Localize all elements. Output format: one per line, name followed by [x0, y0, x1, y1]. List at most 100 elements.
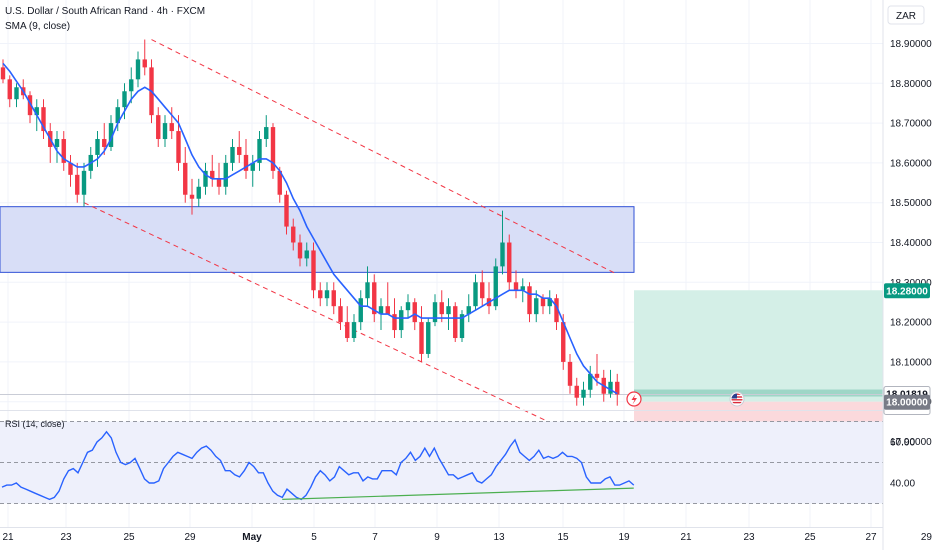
candle [14, 83, 19, 108]
candle [338, 298, 343, 331]
candle [446, 298, 451, 331]
candle [264, 115, 269, 147]
us-flag-event-icon[interactable] [729, 391, 745, 407]
candle [439, 290, 444, 323]
candle [243, 139, 249, 179]
lightning-event-icon[interactable] [626, 391, 642, 407]
candle [41, 99, 46, 140]
candle [162, 115, 168, 147]
time-axis-label: 23 [743, 532, 755, 543]
candle [108, 115, 114, 151]
target-price-badge[interactable]: 18.28000 [884, 283, 930, 299]
candle [527, 282, 532, 323]
candle [581, 381, 586, 406]
target-price-badge-text: 18.28000 [886, 286, 928, 297]
candle [81, 162, 87, 207]
candle [365, 266, 370, 307]
candle [54, 131, 60, 163]
candle [27, 91, 33, 124]
candle [277, 166, 282, 203]
candle [432, 294, 438, 327]
candle [513, 270, 519, 299]
candle [588, 365, 593, 398]
rsi-tick-label: 60.00 [890, 438, 915, 449]
candle [324, 282, 330, 307]
candle [554, 294, 559, 331]
candle [284, 190, 289, 235]
time-axis-label: 7 [372, 532, 378, 543]
candle [237, 131, 242, 163]
price-tick-label: 18.20000 [890, 318, 932, 329]
candle [372, 274, 377, 323]
price-zone-rectangle[interactable] [0, 206, 635, 273]
time-axis-label: 19 [618, 532, 630, 543]
time-axis-label: 25 [123, 532, 135, 543]
long-position-entry-band [634, 389, 883, 397]
candle [68, 154, 73, 187]
candle [230, 139, 235, 171]
candle [183, 146, 188, 203]
candle [358, 290, 363, 331]
candle [534, 290, 539, 323]
candle [61, 131, 66, 171]
price-tick-label: 18.10000 [890, 357, 932, 368]
candle [608, 369, 613, 398]
rsi-line[interactable] [1, 430, 635, 501]
candle [547, 290, 552, 315]
sma-line[interactable] [2, 62, 618, 395]
price-tick-label: 18.70000 [890, 119, 932, 130]
candle [142, 39, 147, 76]
time-axis-label: 13 [493, 532, 505, 543]
candle [95, 131, 100, 167]
candle [480, 270, 485, 307]
time-axis-label: 29 [921, 532, 932, 543]
candle [399, 306, 404, 339]
candle [318, 282, 323, 307]
candle [196, 178, 201, 207]
price-tick-label: 17.90000 [890, 437, 932, 448]
entry-price-badge[interactable]: 18.00000 [884, 394, 930, 410]
symbol-title: U.S. Dollar / South African Rand · 4h · … [5, 6, 206, 17]
candle [419, 306, 424, 362]
entry-price-badge-text: 18.00000 [886, 398, 928, 409]
candle [615, 373, 620, 406]
price-tick-label: 18.80000 [890, 79, 932, 90]
plot-area [0, 0, 932, 527]
candle [223, 154, 228, 195]
time-axis-label: 21 [680, 532, 692, 543]
price-tick-label: 18.60000 [890, 158, 932, 169]
candle [122, 83, 127, 120]
price-tick-label: 18.90000 [890, 39, 932, 50]
candle [500, 210, 505, 275]
candle [453, 302, 458, 342]
time-axis-label: 15 [557, 532, 569, 543]
candle [189, 178, 195, 215]
candle [115, 99, 120, 132]
candle [75, 162, 80, 203]
currency-box[interactable] [887, 5, 925, 25]
rsi-label: RSI (14, close) [5, 419, 65, 429]
candle [135, 51, 141, 88]
candle [345, 306, 350, 342]
upper-channel-line[interactable] [151, 39, 618, 275]
time-axis-label: 9 [434, 532, 440, 543]
time-axis-label: 21 [2, 532, 14, 543]
candle [385, 282, 390, 315]
candle [0, 59, 6, 84]
candle [507, 234, 512, 291]
candle [567, 353, 573, 394]
rsi-divergence-line[interactable] [282, 487, 634, 500]
candle [493, 258, 498, 311]
candle [486, 282, 492, 315]
candle [203, 162, 208, 195]
candle [129, 67, 134, 104]
lower-channel-line[interactable] [83, 202, 591, 442]
candle [466, 294, 471, 323]
candle [257, 131, 262, 171]
long-position-target-area[interactable] [634, 290, 883, 402]
price-tick-label: 18.50000 [890, 198, 932, 209]
candle [210, 154, 215, 187]
candle [169, 107, 174, 140]
